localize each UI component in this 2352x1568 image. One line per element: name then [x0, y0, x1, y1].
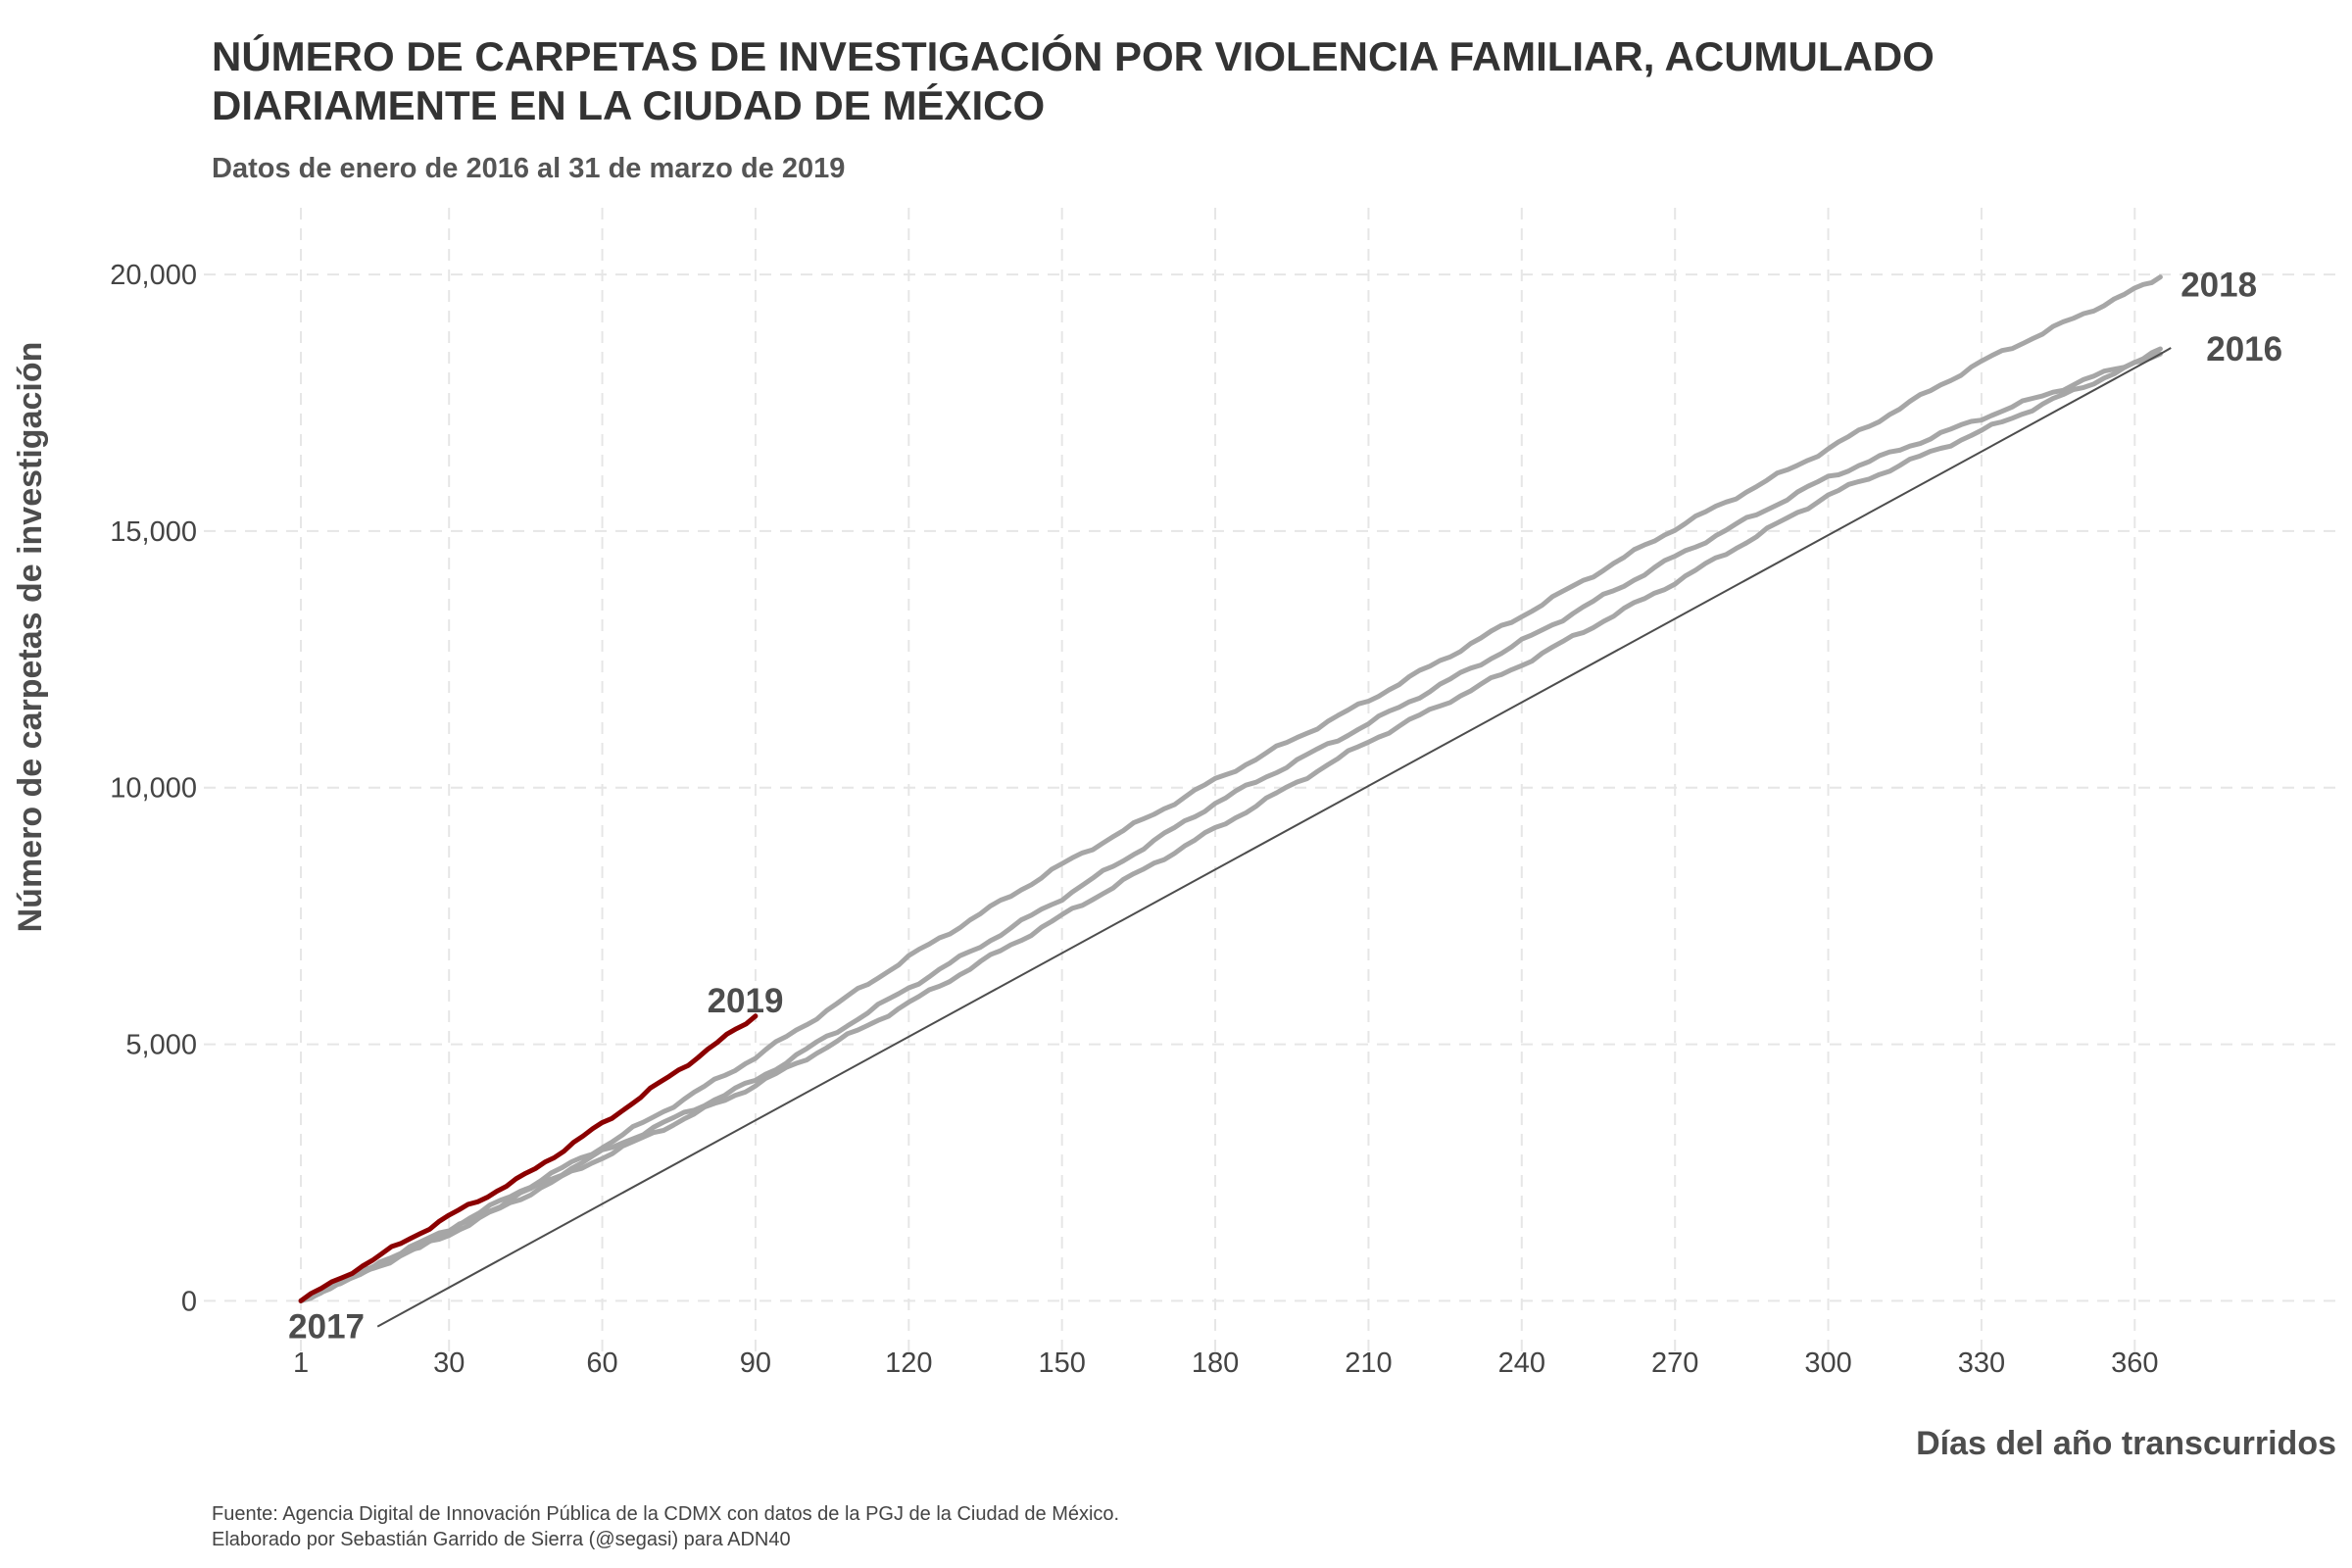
series-line-2017 — [298, 346, 2163, 1303]
series-line-2019 — [298, 1013, 759, 1303]
series-label-2018: 2018 — [2180, 267, 2257, 305]
label-leader-2016 — [2159, 347, 2172, 356]
y-tick-label: 0 — [181, 1286, 197, 1317]
x-tick-label: 150 — [1038, 1348, 1085, 1379]
x-tick-label: 300 — [1804, 1348, 1851, 1379]
x-tick-label: 360 — [2111, 1348, 2158, 1379]
chart-title-line-1: NÚMERO DE CARPETAS DE INVESTIGACIÓN POR … — [212, 32, 1935, 79]
y-tick-label: 10,000 — [110, 773, 197, 805]
x-tick-label: 210 — [1345, 1348, 1392, 1379]
x-tick-label: 240 — [1498, 1348, 1545, 1379]
series-lines — [298, 274, 2163, 1303]
series-label-2017: 2017 — [288, 1308, 365, 1347]
y-tick-label: 20,000 — [110, 260, 197, 291]
x-axis-title: Días del año transcurridos — [1916, 1425, 2336, 1462]
series-label-2016: 2016 — [2206, 330, 2282, 368]
x-tick-label: 330 — [1958, 1348, 2005, 1379]
caption-author: Elaborado por Sebastián Garrido de Sierr… — [212, 1529, 791, 1550]
x-tick-label: 30 — [433, 1348, 465, 1379]
caption-source: Fuente: Agencia Digital de Innovación Pú… — [212, 1503, 1119, 1525]
x-tick-label: 1 — [293, 1348, 309, 1379]
series-line-2016 — [298, 351, 2163, 1303]
x-tick-label: 270 — [1651, 1348, 1698, 1379]
label-leader-2017 — [376, 353, 2161, 1328]
x-tick-label: 120 — [885, 1348, 932, 1379]
y-axis-ticks: 0 5,000 10,000 15,000 20,000 — [110, 260, 197, 1317]
x-tick-label: 60 — [586, 1348, 617, 1379]
chart-subtitle: Datos de enero de 2016 al 31 de marzo de… — [212, 153, 845, 184]
x-axis-ticks: 1 30 60 90 120 150 180 210 240 270 300 330 360 — [293, 1348, 2159, 1379]
x-tick-label: 180 — [1192, 1348, 1239, 1379]
series-line-2018 — [298, 274, 2163, 1303]
y-tick-label: 15,000 — [110, 516, 197, 548]
y-tick-label: 5,000 — [125, 1030, 197, 1061]
x-tick-label: 90 — [740, 1348, 771, 1379]
chart-title-line-2: DIARIAMENTE EN LA CIUDAD DE MÉXICO — [212, 82, 1045, 128]
grid — [204, 208, 2344, 1357]
series-label-2019: 2019 — [708, 982, 784, 1020]
y-axis-title: Número de carpetas de investigación — [12, 342, 49, 933]
series-labels: 2018 2016 2019 2017 — [288, 267, 2282, 1347]
